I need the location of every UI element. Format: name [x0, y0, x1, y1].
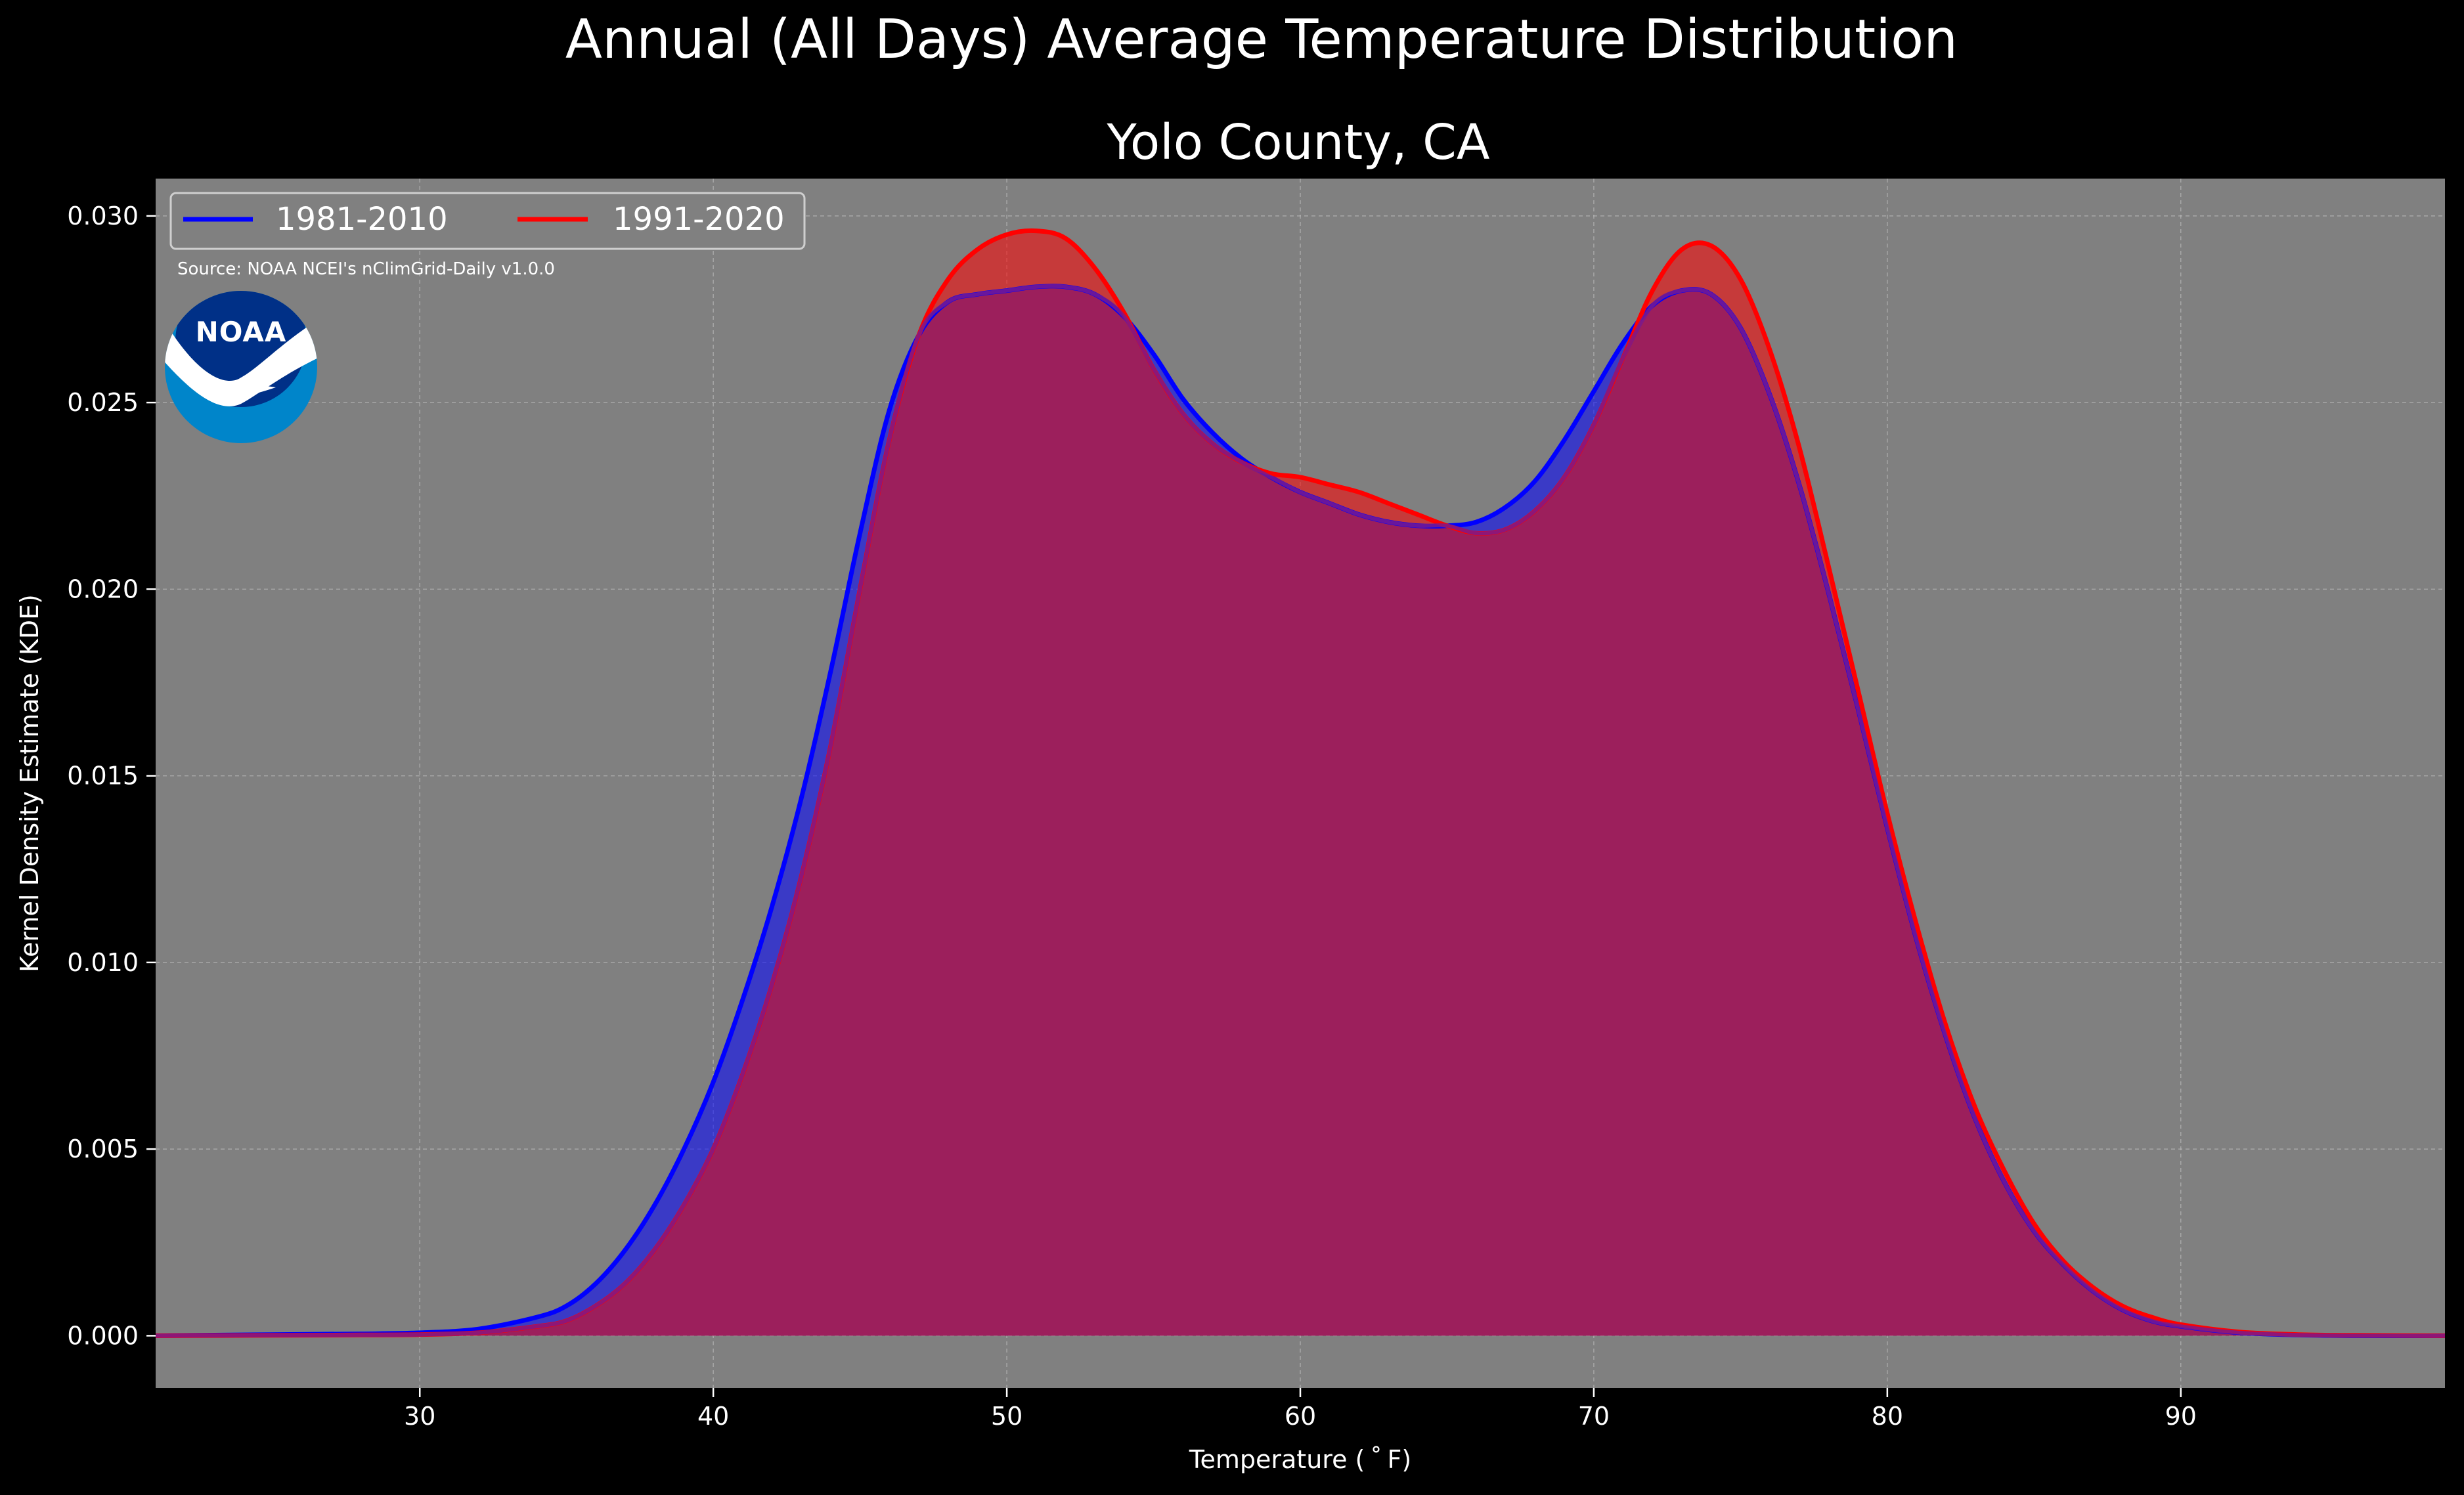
- x-tick-label: 60: [1285, 1402, 1316, 1431]
- x-axis-label: Temperature ( ˚ F): [1189, 1445, 1411, 1474]
- y-tick-label: 0.015: [67, 762, 139, 791]
- y-tick-label: 0.020: [67, 574, 139, 603]
- y-tick-label: 0.000: [67, 1321, 139, 1350]
- x-tick-label: 80: [1872, 1402, 1903, 1431]
- legend: 1981-2010 1991-2020: [169, 192, 806, 250]
- y-tick-label: 0.010: [67, 948, 139, 977]
- series-lines: [156, 228, 2445, 1338]
- x-tick-label: 70: [1578, 1402, 1610, 1431]
- series-areas: [156, 230, 2445, 1336]
- x-tick-label: 50: [991, 1402, 1023, 1431]
- series-overlap-line: [156, 284, 2445, 1338]
- noaa-logo-text: NOAA: [196, 316, 287, 348]
- y-tick-label: 0.005: [67, 1135, 139, 1163]
- y-tick-label: 0.025: [67, 388, 139, 417]
- noaa-logo: NOAA: [165, 291, 317, 443]
- x-axis-ticks: 30 40 50 60 70 80 90: [404, 1388, 2197, 1431]
- x-tick-label: 30: [404, 1402, 435, 1431]
- source-note: Source: NOAA NCEI's nClimGrid-Daily v1.0…: [177, 259, 555, 279]
- y-tick-label: 0.030: [67, 202, 139, 230]
- legend-label-1981-2010: 1981-2010: [276, 201, 448, 238]
- chart-title: Yolo County, CA: [1107, 114, 1490, 171]
- y-axis-label: Kernel Density Estimate (KDE): [15, 594, 44, 972]
- legend-label-1991-2020: 1991-2020: [613, 201, 785, 238]
- series-overlap-area: [156, 286, 2445, 1336]
- y-axis-ticks: 0.000 0.005 0.010 0.015 0.020 0.025 0.030: [67, 202, 156, 1350]
- legend-box: [169, 192, 806, 250]
- x-tick-label: 40: [697, 1402, 729, 1431]
- figure-suptitle: Annual (All Days) Average Temperature Di…: [565, 9, 1958, 71]
- x-tick-label: 90: [2165, 1402, 2197, 1431]
